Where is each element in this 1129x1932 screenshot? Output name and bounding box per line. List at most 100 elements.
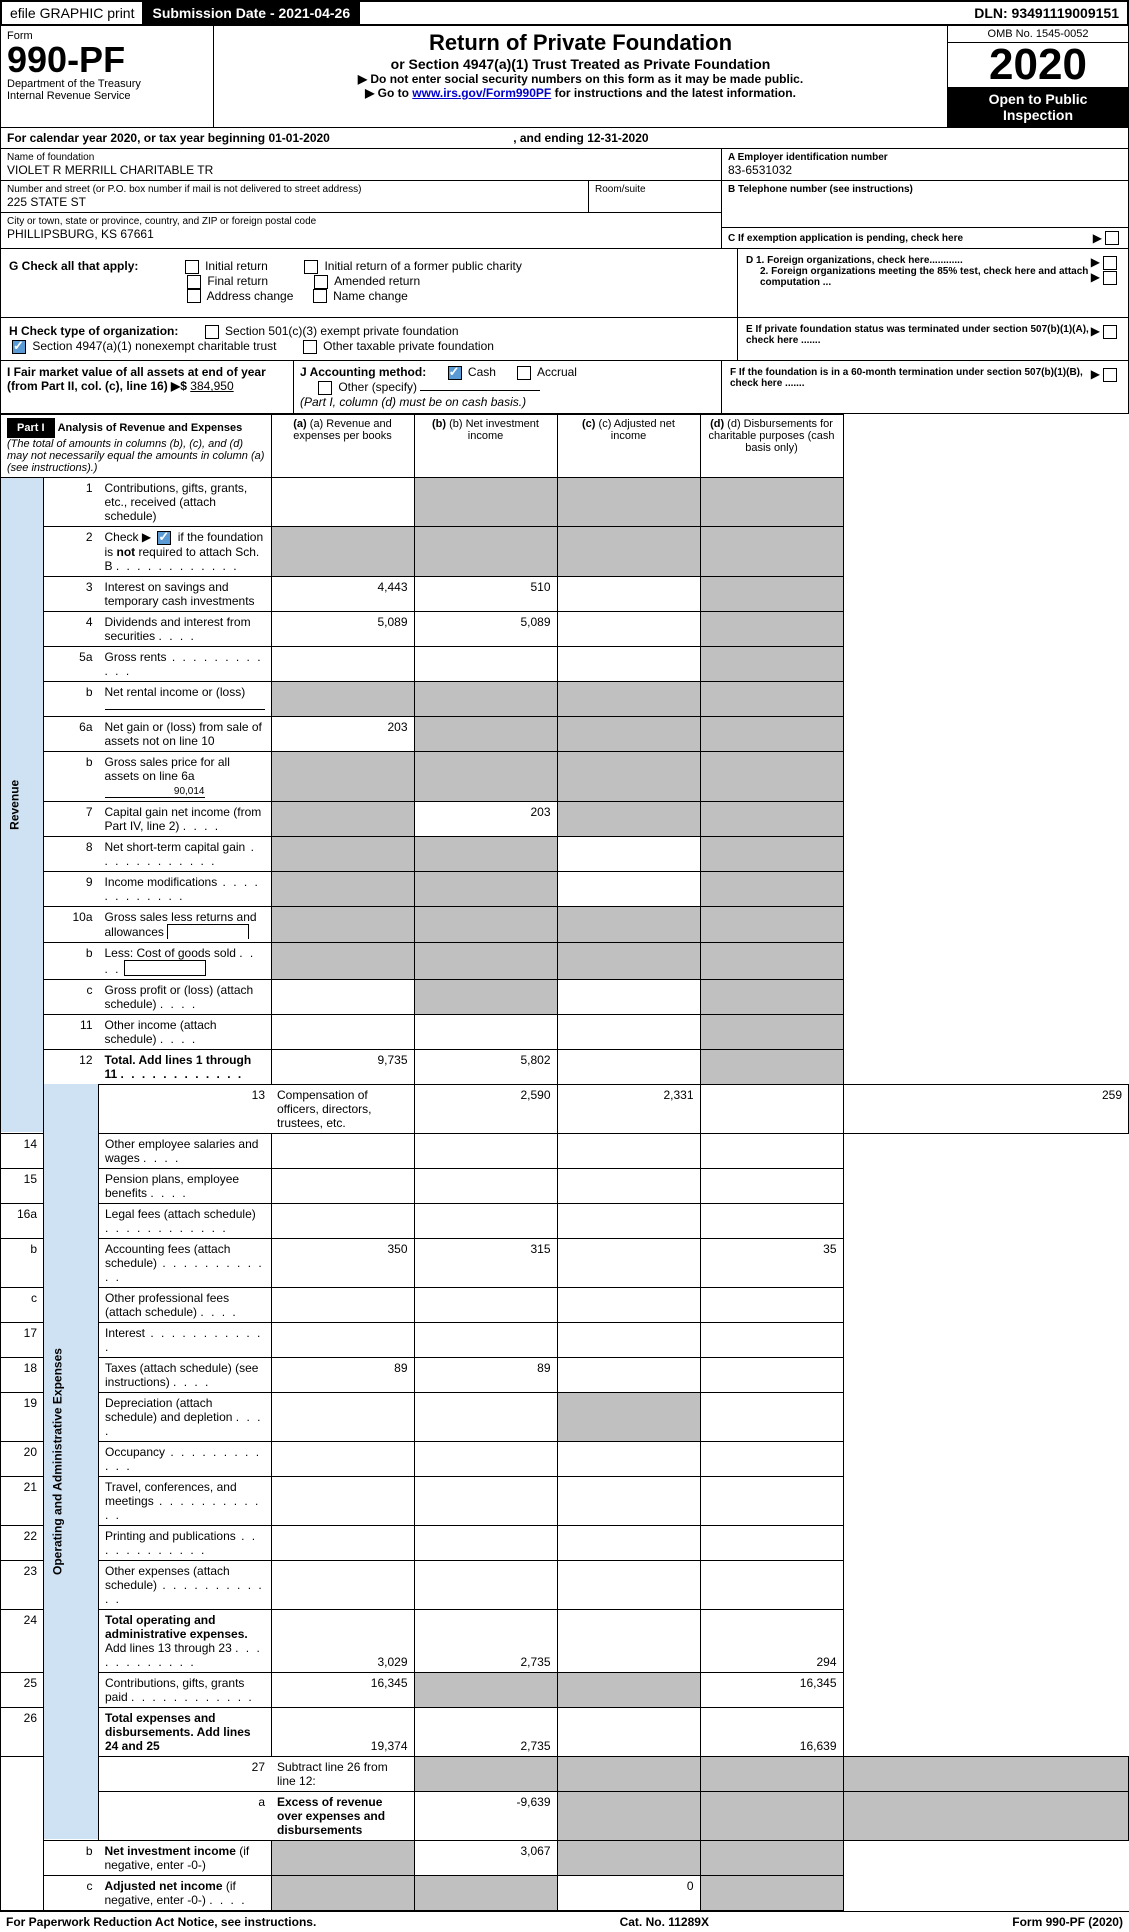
revenue-side-label: Revenue (1, 477, 44, 1133)
line-16c: Other professional fees (attach schedule… (99, 1287, 272, 1322)
i-j-f-section: I Fair market value of all assets at end… (0, 361, 1129, 414)
j-accrual-checkbox[interactable] (517, 366, 531, 380)
g-name-checkbox[interactable] (313, 289, 327, 303)
f-label: F If the foundation is in a 60-month ter… (730, 367, 1091, 389)
table-row: 23Other expenses (attach schedule) (1, 1560, 1129, 1609)
table-row: b Gross sales price for all assets on li… (1, 751, 1129, 801)
arrow-icon: ▶ (1091, 270, 1100, 284)
l26-a: 19,374 (271, 1707, 414, 1756)
line-2: Check ▶ if the foundation is not require… (99, 526, 272, 576)
name-label: Name of foundation (7, 152, 715, 163)
table-row: b Net investment income (if negative, en… (1, 1840, 1129, 1875)
j-accrual: Accrual (537, 365, 577, 379)
e-label: E If private foundation status was termi… (746, 324, 1091, 346)
g-opt-5: Name change (333, 289, 408, 303)
line-21: Travel, conferences, and meetings (99, 1476, 272, 1525)
line-19: Depreciation (attach schedule) and deple… (99, 1392, 272, 1441)
g-opt-3: Amended return (334, 274, 420, 288)
g-opt-4: Address change (207, 289, 294, 303)
line-3: Interest on savings and temporary cash i… (99, 576, 272, 611)
l24-b: 2,735 (414, 1609, 557, 1672)
footer-left: For Paperwork Reduction Act Notice, see … (6, 1915, 316, 1929)
table-row: a Excess of revenue over expenses and di… (1, 1791, 1129, 1840)
table-row: 19Depreciation (attach schedule) and dep… (1, 1392, 1129, 1441)
col-d-header: (d) (d) Disbursements for charitable pur… (700, 414, 843, 477)
table-row: 25 Contributions, gifts, grants paid 16,… (1, 1672, 1129, 1707)
g-amended-checkbox[interactable] (314, 275, 328, 289)
c-exemption-label: C If exemption application is pending, c… (728, 233, 1093, 244)
l16b-a: 350 (271, 1238, 414, 1287)
efile-print-btn[interactable]: efile GRAPHIC print (2, 2, 144, 24)
line-13: Compensation of officers, directors, tru… (271, 1084, 414, 1133)
table-row: b Less: Cost of goods sold (1, 942, 1129, 979)
d2-checkbox[interactable] (1103, 271, 1117, 285)
l18-a: 89 (271, 1357, 414, 1392)
f-checkbox[interactable] (1103, 368, 1117, 382)
g-d-section: G Check all that apply: Initial return I… (0, 249, 1129, 318)
line-27c: Adjusted net income (if negative, enter … (99, 1875, 272, 1910)
line-10b: Less: Cost of goods sold (99, 942, 272, 979)
l27b-b: 3,067 (414, 1840, 557, 1875)
j-cash-checkbox[interactable] (448, 366, 462, 380)
l13-a: 2,590 (414, 1084, 557, 1133)
l26-b: 2,735 (414, 1707, 557, 1756)
l6a-a: 203 (271, 716, 414, 751)
l4-a: 5,089 (271, 611, 414, 646)
tax-year: 2020 (948, 43, 1128, 87)
g-address-checkbox[interactable] (187, 289, 201, 303)
part1-note: (The total of amounts in columns (b), (c… (7, 438, 264, 474)
page-footer: For Paperwork Reduction Act Notice, see … (0, 1911, 1129, 1932)
c-checkbox[interactable] (1105, 231, 1119, 245)
instructions-link[interactable]: www.irs.gov/Form990PF (412, 86, 551, 100)
open-inspection: Open to Public Inspection (948, 87, 1128, 127)
dept-treasury: Department of the Treasury (7, 78, 207, 90)
h-e-section: H Check type of organization: Section 50… (0, 318, 1129, 361)
line-11: Other income (attach schedule) (99, 1014, 272, 1049)
line-27: Subtract line 26 from line 12: (271, 1756, 414, 1791)
table-row: 11 Other income (attach schedule) (1, 1014, 1129, 1049)
l16b-b: 315 (414, 1238, 557, 1287)
col-b-header: (b) (b) Net investment income (414, 414, 557, 477)
line-27a: Excess of revenue over expenses and disb… (271, 1791, 414, 1840)
j-other-checkbox[interactable] (318, 381, 332, 395)
table-row: Operating and Administrative Expenses 13… (1, 1084, 1129, 1133)
line-4: Dividends and interest from securities (99, 611, 272, 646)
phone-label: B Telephone number (see instructions) (728, 184, 1122, 195)
d2-label: 2. Foreign organizations meeting the 85%… (760, 266, 1088, 288)
calendar-text: For calendar year 2020, or tax year begi… (1, 128, 1128, 148)
table-row: 20Occupancy (1, 1441, 1129, 1476)
form-number: 990-PF (7, 42, 207, 78)
table-row: 27 Subtract line 26 from line 12: (1, 1756, 1129, 1791)
h-other-checkbox[interactable] (303, 340, 317, 354)
l3-b: 510 (414, 576, 557, 611)
line-22: Printing and publications (99, 1525, 272, 1560)
arrow-icon: ▶ (1091, 367, 1100, 381)
e-checkbox[interactable] (1103, 325, 1117, 339)
line-14: Other employee salaries and wages (99, 1133, 272, 1168)
calendar-row: For calendar year 2020, or tax year begi… (0, 128, 1129, 149)
footer-mid: Cat. No. 11289X (620, 1915, 709, 1929)
g-final-checkbox[interactable] (187, 275, 201, 289)
line-5a: Gross rents (99, 646, 272, 681)
arrow-icon: ▶ (1093, 231, 1102, 245)
l13-b: 2,331 (557, 1084, 700, 1133)
cal-pre: For calendar year 2020, or tax year begi… (7, 131, 268, 145)
h-4947-checkbox[interactable] (12, 340, 26, 354)
line-9: Income modifications (99, 871, 272, 906)
l12-a: 9,735 (271, 1049, 414, 1084)
d1-label: D 1. Foreign organizations, check here..… (746, 255, 963, 266)
g-initial-former-checkbox[interactable] (304, 260, 318, 274)
table-row: 24 Total operating and administrative ex… (1, 1609, 1129, 1672)
topbar: efile GRAPHIC print Submission Date - 20… (0, 0, 1129, 26)
table-row: 18 Taxes (attach schedule) (see instruct… (1, 1357, 1129, 1392)
l25-a: 16,345 (271, 1672, 414, 1707)
line-17: Interest (99, 1322, 272, 1357)
h-opt3: Other taxable private foundation (323, 339, 494, 353)
d1-checkbox[interactable] (1103, 256, 1117, 270)
schb-checkbox[interactable] (157, 531, 171, 545)
g-initial-checkbox[interactable] (185, 260, 199, 274)
h-501c3-checkbox[interactable] (205, 325, 219, 339)
table-row: Revenue 1 Contributions, gifts, grants, … (1, 477, 1129, 526)
instr-ssn: ▶ Do not enter social security numbers o… (224, 72, 937, 86)
line-8: Net short-term capital gain (99, 836, 272, 871)
